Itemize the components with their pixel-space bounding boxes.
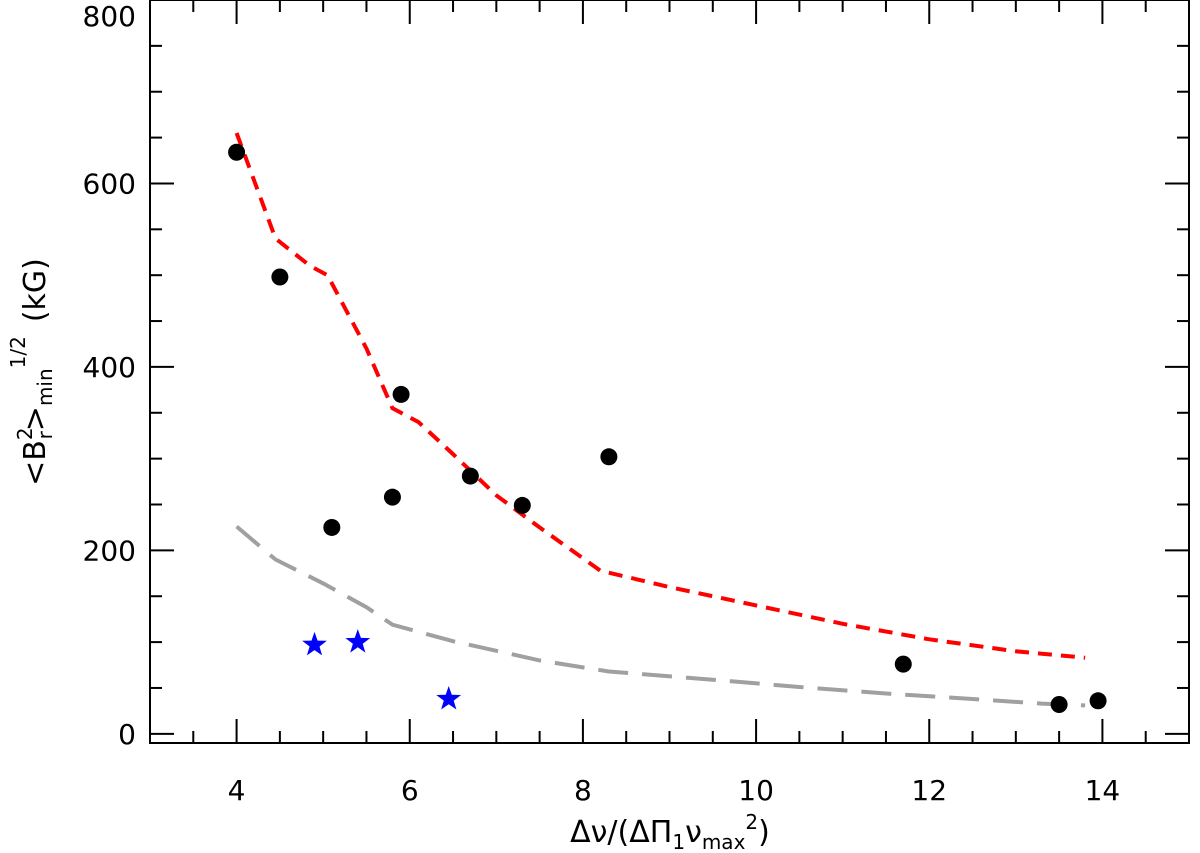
data-point-star	[345, 629, 371, 653]
x-title-delta-pi: ΔΠ	[629, 815, 672, 850]
x-tick-label: 8	[574, 774, 592, 807]
x-title-delta-nu: Δν	[570, 815, 607, 850]
y-tick-label: 200	[83, 534, 136, 567]
data-point-circle	[894, 655, 912, 673]
x-title-sub-max: max	[702, 830, 746, 853]
tick-labels: 4 6 8 10 12 14 0 200 400 600 800	[83, 0, 1121, 807]
x-tick-label: 4	[228, 774, 246, 807]
y-title-sup-half: 1/2	[6, 336, 30, 368]
y-title-open: <B	[18, 440, 53, 486]
y-title-unit: (kG)	[18, 258, 53, 322]
data-point-star	[436, 686, 462, 710]
major-ticks	[150, 0, 1189, 743]
data-point-circle	[392, 385, 410, 403]
y-tick-label: 400	[83, 351, 136, 384]
data-point-circle	[1050, 695, 1068, 713]
data-point-circle	[271, 268, 289, 286]
x-title-close: )	[758, 815, 770, 850]
data-point-circle	[323, 518, 341, 536]
data-point-circle	[513, 496, 531, 514]
x-tick-label: 12	[911, 774, 947, 807]
data-point-circle	[1089, 692, 1107, 710]
y-title-gt: >	[18, 406, 53, 431]
series-points	[228, 143, 1107, 713]
y-title-sub-r: r	[33, 430, 57, 439]
y-tick-label: 600	[83, 167, 136, 200]
x-title-slash-open: /(	[607, 815, 629, 850]
data-point-circle	[600, 448, 618, 466]
red-dashed-curve	[234, 132, 1086, 660]
x-title-nu: ν	[685, 815, 702, 850]
plot-frame	[149, 0, 1190, 744]
series-lines	[234, 132, 1086, 708]
x-title-sup-2: 2	[745, 810, 758, 834]
x-tick-label: 14	[1085, 774, 1121, 807]
x-tick-label: 6	[401, 774, 419, 807]
data-point-circle	[228, 143, 246, 161]
x-title-sub-1: 1	[672, 830, 685, 853]
data-point-circle	[383, 488, 401, 506]
data-point-circle	[461, 467, 479, 485]
y-title-sub-min: min	[33, 368, 57, 406]
y-tick-label: 0	[118, 718, 136, 751]
y-title-sup-2: 2	[13, 427, 37, 440]
y-tick-label: 800	[83, 0, 136, 33]
gray-dashed-curve	[235, 524, 1086, 708]
x-axis-title: Δν/(ΔΠ1νmax2)	[570, 810, 770, 853]
x-tick-label: 10	[738, 774, 774, 807]
y-axis-title: <B2r>min1/2 (kG)	[6, 258, 57, 486]
data-point-star	[302, 631, 327, 656]
minor-ticks	[149, 0, 1190, 743]
